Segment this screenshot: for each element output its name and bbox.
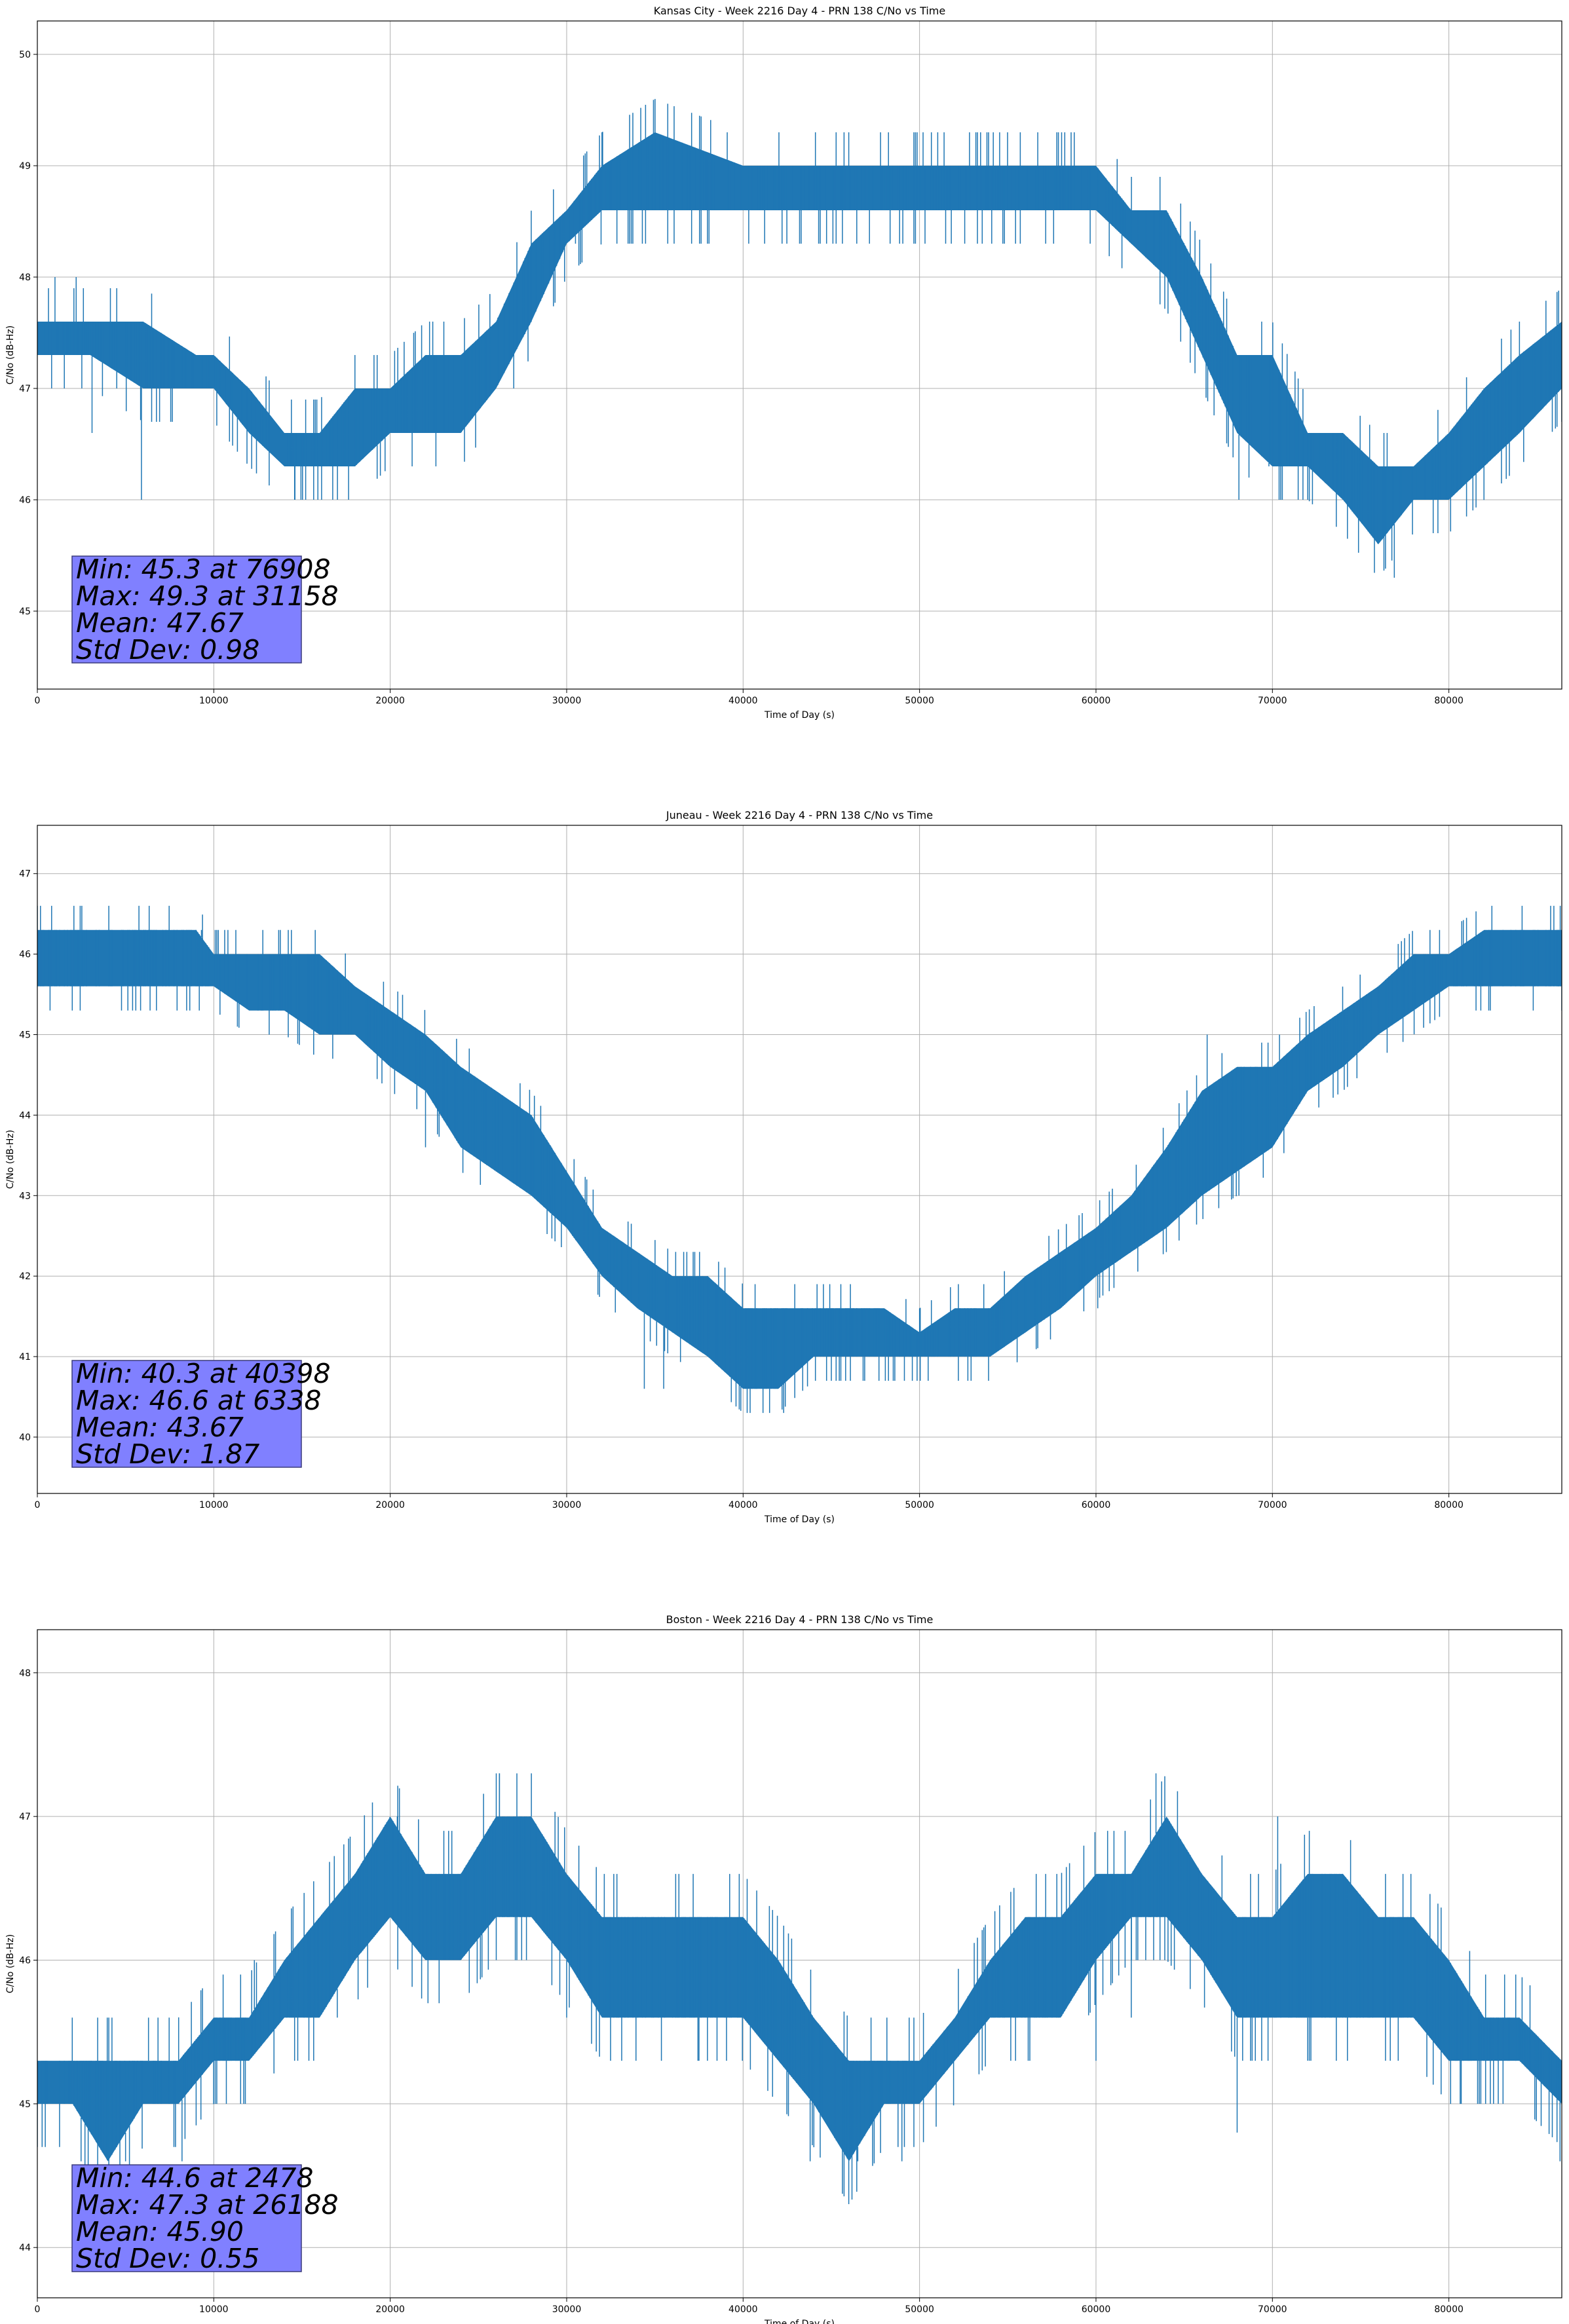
x-tick-label: 60000 — [1082, 696, 1111, 706]
y-tick-label: 48 — [19, 272, 31, 283]
x-tick-label: 80000 — [1434, 696, 1464, 706]
y-tick-label: 45 — [19, 607, 31, 617]
x-axis-label: Time of Day (s) — [764, 2319, 835, 2324]
stats-max-text: Max: 49.3 at 31158 — [76, 580, 339, 612]
chart-title: Boston - Week 2216 Day 4 - PRN 138 C/No … — [666, 1613, 934, 1626]
y-tick-label: 44 — [19, 2243, 31, 2253]
x-tick-label: 40000 — [728, 1500, 758, 1510]
y-axis-label: C/No (dB-Hz) — [5, 326, 16, 384]
stats-std-text: Std Dev: 0.98 — [76, 634, 259, 665]
y-tick-label: 49 — [19, 161, 31, 172]
y-tick-label: 47 — [19, 1812, 31, 1822]
chart-panel-3: 0 10000 20000 30000 40000 50000 60000 70000 8000… — [5, 1613, 1562, 2324]
stats-min-text: Min: 40.3 at 40398 — [76, 1358, 331, 1389]
stats-min-text: Min: 45.3 at 76908 — [76, 553, 331, 585]
stats-box — [71, 2164, 302, 2272]
x-tick-label: 10000 — [199, 696, 229, 706]
y-tick-label: 47 — [19, 384, 31, 394]
series-line — [37, 99, 1562, 578]
stats-max-text: Max: 47.3 at 26188 — [76, 2189, 339, 2221]
x-axis-label: Time of Day (s) — [764, 710, 835, 721]
chart-title: Kansas City - Week 2216 Day 4 - PRN 138 … — [654, 5, 945, 17]
series-envelope — [37, 929, 1562, 1389]
x-tick-label: 70000 — [1258, 696, 1287, 706]
series-switching-ticks — [37, 1773, 1561, 2204]
x-tick-label: 70000 — [1258, 1500, 1287, 1510]
series-switching-ticks — [38, 99, 1562, 573]
x-tick-label: 80000 — [1434, 1500, 1464, 1510]
x-tick-label: 50000 — [905, 696, 934, 706]
x-axis-label: Time of Day (s) — [764, 1514, 835, 1525]
x-tick-label: 50000 — [905, 2304, 934, 2315]
series-envelope — [37, 1816, 1562, 2162]
x-tick-label: 30000 — [552, 2304, 582, 2315]
plot-area-frame — [37, 20, 1562, 690]
x-tick-label: 0 — [35, 2304, 41, 2315]
stats-box — [71, 555, 302, 664]
y-tick-label: 45 — [19, 2099, 31, 2110]
y-tick-label: 40 — [19, 1433, 31, 1443]
y-tick-label: 42 — [19, 1271, 31, 1282]
y-tick-label: 46 — [19, 950, 31, 960]
x-tick-label: 20000 — [375, 1500, 405, 1510]
series-line — [37, 905, 1562, 1414]
chart-panel-1: 0 10000 20000 30000 40000 50000 60000 70000 8000… — [5, 5, 1562, 721]
series-line — [37, 1773, 1562, 2204]
x-tick-label: 0 — [35, 696, 41, 706]
x-tick-label: 60000 — [1082, 2304, 1111, 2315]
x-tick-label: 80000 — [1434, 2304, 1464, 2315]
y-tick-label: 46 — [19, 495, 31, 506]
stats-max-text: Max: 46.6 at 6338 — [76, 1385, 322, 1416]
plot-area-frame — [37, 825, 1562, 1494]
stats-box — [71, 1360, 302, 1468]
x-tick-label: 50000 — [905, 1500, 934, 1510]
y-tick-label: 50 — [19, 50, 31, 60]
x-tick-label: 0 — [35, 1500, 41, 1510]
stats-mean-text: Mean: 43.67 — [76, 1412, 244, 1443]
x-tick-label: 30000 — [552, 1500, 582, 1510]
y-tick-label: 43 — [19, 1191, 31, 1201]
y-axis-label: C/No (dB-Hz) — [5, 1934, 16, 1993]
y-tick-label: 45 — [19, 1030, 31, 1041]
y-axis-label: C/No (dB-Hz) — [5, 1130, 16, 1189]
y-tick-label: 44 — [19, 1110, 31, 1121]
y-tick-label: 41 — [19, 1352, 31, 1362]
x-tick-label: 30000 — [552, 696, 582, 706]
chart-panel-2: 0 10000 20000 30000 40000 50000 60000 70000 8000… — [5, 809, 1562, 1525]
plot-area-frame — [37, 1629, 1562, 2298]
x-tick-label: 40000 — [728, 2304, 758, 2315]
stats-std-text: Std Dev: 0.55 — [76, 2243, 259, 2274]
x-tick-label: 60000 — [1082, 1500, 1111, 1510]
series-switching-ticks — [37, 905, 1562, 1414]
x-tick-label: 10000 — [199, 1500, 229, 1510]
x-tick-label: 70000 — [1258, 2304, 1287, 2315]
chart-title: Juneau - Week 2216 Day 4 - PRN 138 C/No … — [666, 809, 933, 821]
stats-std-text: Std Dev: 1.87 — [76, 1438, 259, 1470]
series-envelope — [37, 132, 1562, 544]
x-tick-label: 40000 — [728, 696, 758, 706]
y-tick-label: 47 — [19, 869, 31, 880]
stats-mean-text: Mean: 45.90 — [76, 2216, 244, 2247]
x-tick-label: 10000 — [199, 2304, 229, 2315]
y-tick-label: 48 — [19, 1668, 31, 1679]
y-tick-label: 46 — [19, 1956, 31, 1966]
stats-mean-text: Mean: 47.67 — [76, 607, 244, 639]
x-tick-label: 20000 — [375, 696, 405, 706]
x-tick-label: 20000 — [375, 2304, 405, 2315]
stats-min-text: Min: 44.6 at 2478 — [76, 2162, 314, 2194]
